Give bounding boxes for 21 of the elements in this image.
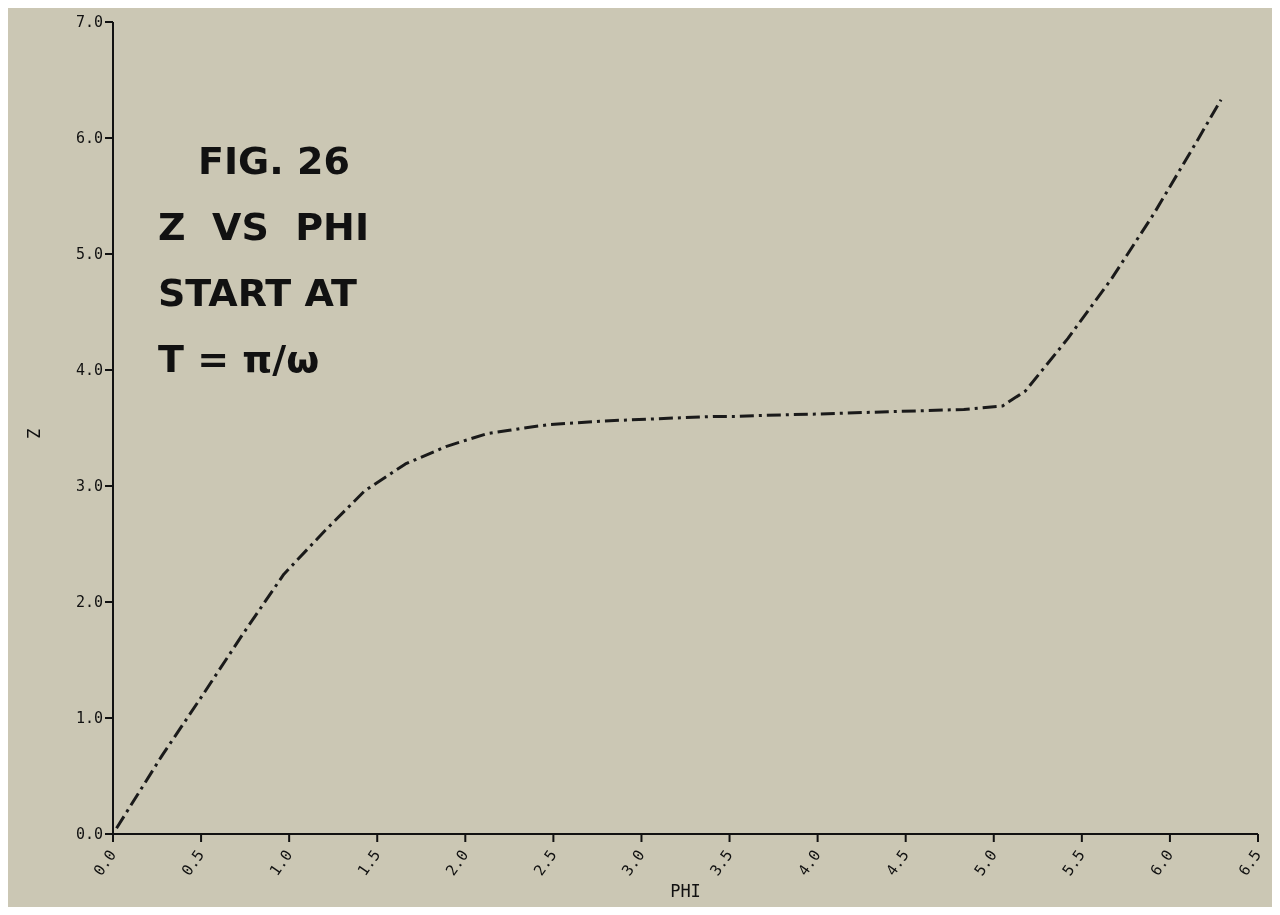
x-tick-label: 0.5 <box>177 846 209 880</box>
y-tick-label: 7.0 <box>75 13 103 32</box>
annotation: Z VS PHI <box>158 204 370 251</box>
x-tick-label: 6.0 <box>1146 846 1177 880</box>
text: FIG. 26 <box>197 138 351 185</box>
y-axis-title: Z <box>22 428 43 439</box>
annotation: T = π/ω <box>158 336 321 383</box>
y-tick-label: 2.0 <box>75 593 103 612</box>
y-tick-label: 6.0 <box>75 129 103 148</box>
y-tick-label: 3.0 <box>75 477 103 496</box>
x-tick-label: 4.0 <box>794 846 825 880</box>
x-axis-title: PHI <box>670 881 701 901</box>
y-tick-label: 1.0 <box>75 709 103 728</box>
x-tick-label: 1.0 <box>265 846 297 880</box>
x-tick-label: 1.5 <box>353 846 385 880</box>
x-tick-label: 4.5 <box>882 846 913 880</box>
y-tick-label: 4.0 <box>75 361 103 380</box>
y-tick-label: 0.0 <box>75 825 103 844</box>
annotation: START AT <box>158 270 358 317</box>
y-tick-label: 5.0 <box>75 245 103 264</box>
x-tick-label: 6.5 <box>1234 846 1265 880</box>
